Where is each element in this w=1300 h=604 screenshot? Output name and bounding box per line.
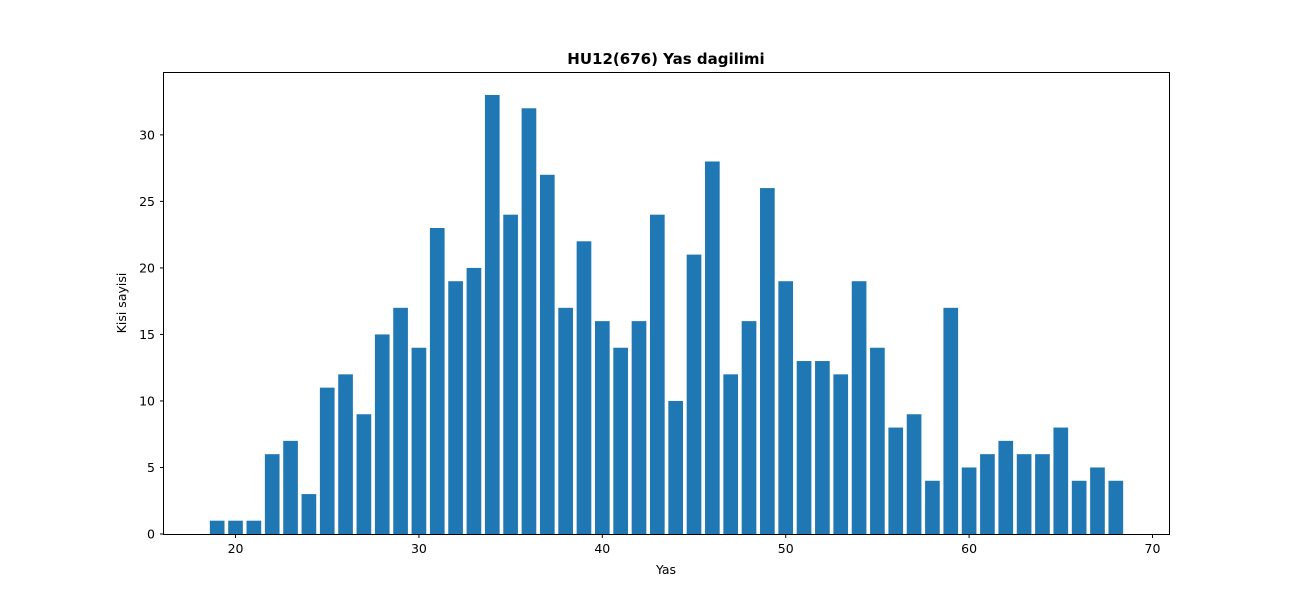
bar-age-28	[374, 334, 390, 534]
y-tick-label: 0	[147, 527, 155, 542]
bar-age-61	[980, 454, 995, 534]
bar-age-50	[778, 281, 794, 534]
bar-age-59	[943, 307, 959, 534]
y-tick-label: 5	[147, 460, 155, 475]
bar-age-64	[1035, 454, 1050, 534]
y-tick-label: 15	[139, 327, 155, 342]
plot-frame	[163, 72, 1170, 535]
bar-age-27	[356, 414, 372, 534]
x-tick-label: 30	[411, 541, 427, 556]
bar-age-68	[1108, 480, 1124, 534]
bar-age-31	[429, 228, 445, 534]
x-tick-label: 60	[961, 541, 977, 556]
y-axis-ticks: 0 5 10 15 20 25 30	[139, 127, 164, 542]
bar-age-32	[448, 281, 463, 534]
bar-age-46	[705, 161, 720, 534]
bar-age-22	[264, 454, 280, 534]
y-tick-label: 30	[139, 127, 155, 142]
bar-age-38	[558, 307, 573, 534]
chart-title: HU12(676) Yas dagilimi	[567, 50, 764, 68]
bar-age-45	[686, 254, 702, 535]
bar-age-67	[1090, 467, 1105, 534]
bar-age-60	[961, 467, 977, 534]
bar-age-24	[301, 494, 317, 534]
bar-age-21	[246, 520, 262, 534]
y-tick-label: 25	[139, 194, 155, 209]
bar-age-52	[815, 361, 830, 534]
bar-age-54	[851, 281, 867, 534]
bar-age-33	[466, 267, 482, 534]
bar-age-42	[631, 321, 647, 534]
bar-age-57	[906, 414, 922, 534]
bar-age-40	[594, 321, 610, 534]
bar-age-41	[613, 347, 628, 534]
bars-group	[209, 94, 1124, 535]
bar-age-20	[228, 520, 243, 534]
bar-age-49	[760, 188, 775, 534]
x-tick-label: 40	[594, 541, 610, 556]
bar-age-23	[283, 440, 298, 534]
bar-age-55	[870, 347, 885, 534]
bar-age-58	[925, 480, 940, 534]
bar-age-51	[796, 361, 812, 534]
bar-age-39	[576, 241, 592, 535]
bar-age-30	[411, 347, 427, 534]
x-axis-label: Yas	[655, 562, 676, 577]
x-tick-label: 50	[778, 541, 794, 556]
bar-age-65	[1053, 427, 1069, 534]
bar-age-63	[1016, 454, 1032, 534]
bar-age-25	[319, 387, 335, 534]
bar-age-29	[393, 307, 408, 534]
bar-age-19	[209, 520, 225, 534]
x-tick-label: 70	[1145, 541, 1161, 556]
bar-age-43	[649, 214, 665, 534]
bar-age-44	[668, 400, 683, 534]
y-tick-label: 20	[139, 260, 155, 275]
bar-age-36	[521, 108, 537, 534]
y-tick-label: 10	[139, 393, 155, 408]
bar-age-35	[503, 214, 518, 534]
y-axis-label: Kisi sayisi	[114, 273, 129, 334]
bar-age-26	[338, 374, 353, 534]
bar-age-48	[741, 321, 757, 534]
bar-age-56	[888, 427, 904, 534]
bar-age-37	[539, 174, 555, 534]
x-axis-ticks: 20 30 40 50 60 70	[228, 534, 1161, 556]
bar-age-62	[998, 440, 1014, 534]
bar-age-66	[1071, 480, 1087, 534]
x-tick-label: 20	[228, 541, 244, 556]
bar-age-53	[833, 374, 849, 534]
bar-age-47	[723, 374, 739, 534]
bar-age-34	[484, 94, 500, 534]
